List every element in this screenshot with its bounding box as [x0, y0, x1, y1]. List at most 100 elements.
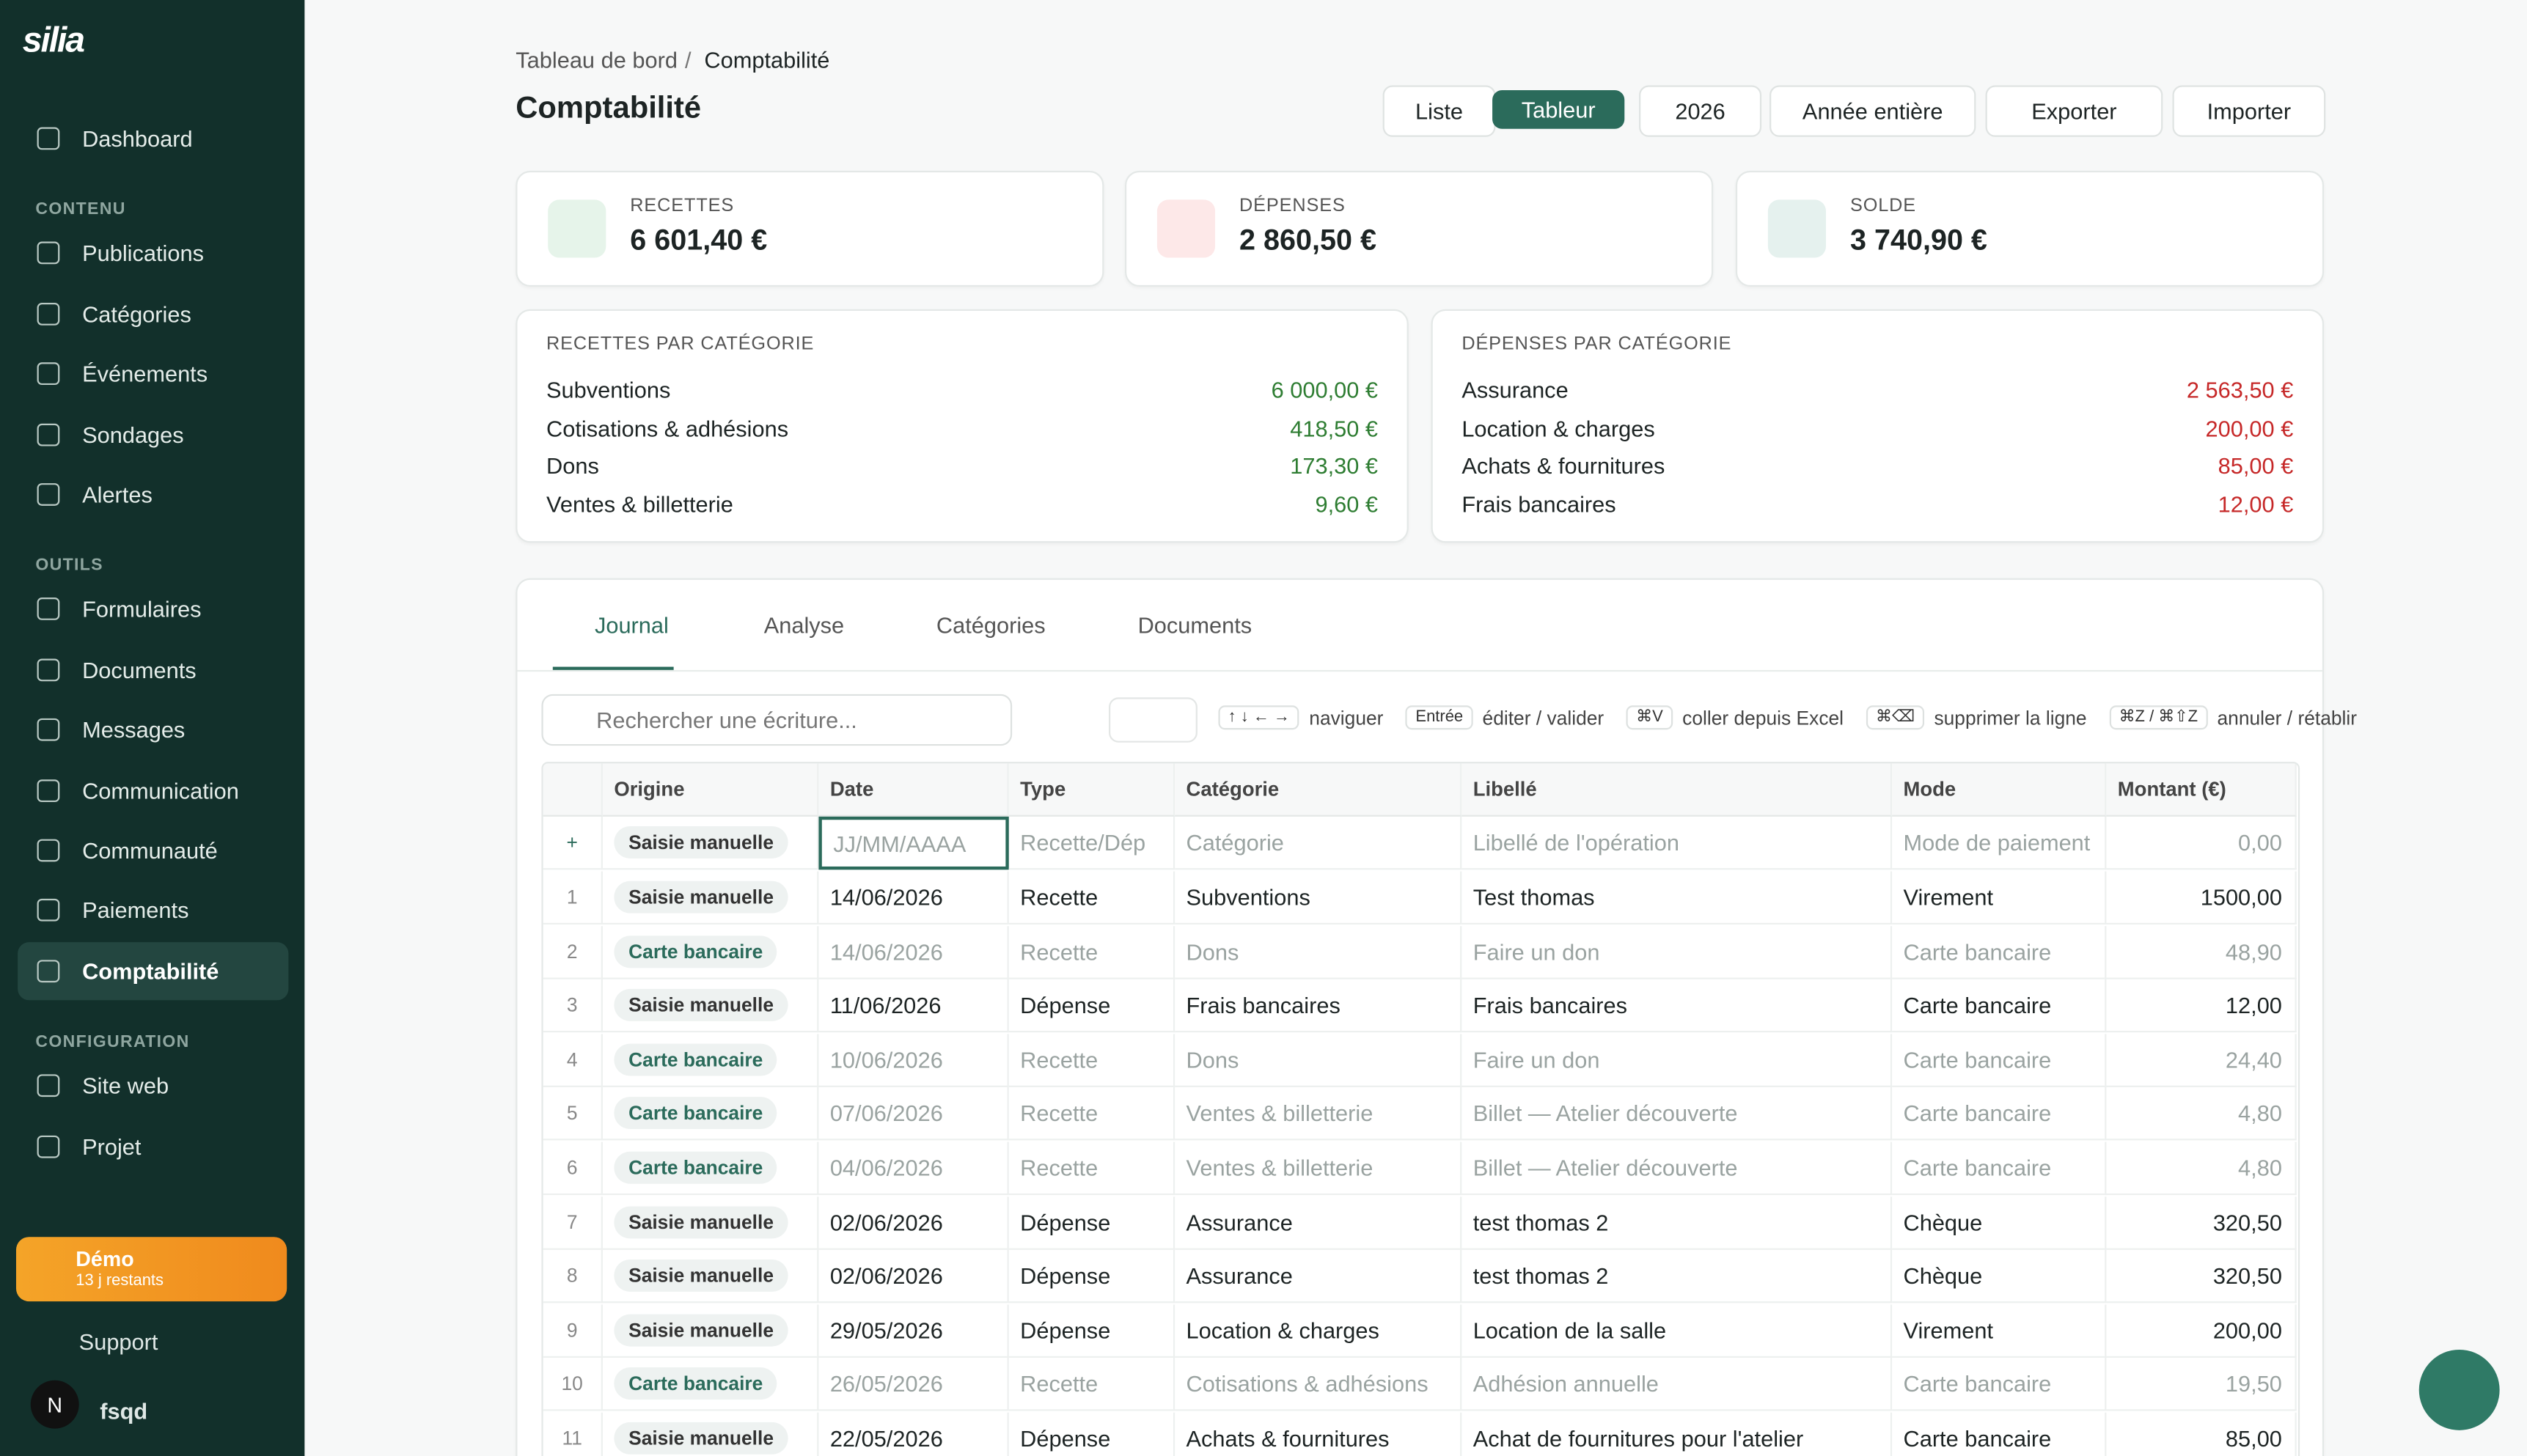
table-cell[interactable]: Dons — [1175, 925, 1462, 979]
nav-item[interactable]: Comptabilité — [18, 941, 289, 1000]
table-cell[interactable]: Carte bancaire — [602, 1033, 819, 1087]
table-cell[interactable]: Carte bancaire — [1892, 1033, 2107, 1087]
table-cell[interactable]: Carte bancaire — [602, 1358, 819, 1412]
header-button[interactable]: Importer — [2172, 85, 2326, 137]
nav-item[interactable]: Site web — [18, 1057, 288, 1115]
table-cell[interactable]: Carte bancaire — [1892, 1141, 2107, 1196]
table-cell[interactable]: Recette/Dép — [1008, 816, 1176, 870]
table-cell[interactable]: test thomas 2 — [1461, 1250, 1893, 1304]
nav-item[interactable]: Documents — [18, 641, 288, 699]
table-cell[interactable]: Saisie manuelle — [602, 979, 819, 1033]
header-button[interactable]: 2026 — [1639, 85, 1762, 137]
tab[interactable]: Journal — [594, 611, 669, 638]
table-cell[interactable]: Saisie manuelle — [602, 1304, 819, 1358]
table-cell[interactable]: Saisie manuelle — [602, 1196, 819, 1249]
table-cell[interactable]: Catégorie — [1175, 816, 1462, 870]
table-cell[interactable]: test thomas 2 — [1461, 1196, 1893, 1249]
table-cell[interactable]: Saisie manuelle — [602, 816, 819, 870]
table-cell[interactable]: Assurance — [1175, 1196, 1462, 1249]
table-cell[interactable]: Carte bancaire — [1892, 1087, 2107, 1141]
table-cell[interactable]: Chèque — [1892, 1250, 2107, 1304]
undo-redo[interactable] — [1109, 697, 1198, 743]
table-cell[interactable]: Dépense — [1009, 1412, 1176, 1456]
table-cell[interactable]: Faire un don — [1461, 925, 1893, 979]
table-cell[interactable]: Assurance — [1175, 1250, 1462, 1304]
tab[interactable]: Catégories — [936, 611, 1046, 638]
table-cell[interactable]: 11/06/2026 — [818, 979, 1009, 1033]
table-cell[interactable]: Recette — [1008, 1033, 1176, 1087]
table-cell[interactable]: Saisie manuelle — [602, 871, 819, 925]
table-cell[interactable]: Dépense — [1008, 1250, 1176, 1304]
table-cell[interactable]: Virement — [1892, 871, 2107, 925]
table-cell[interactable]: Mode de paiement — [1892, 816, 2107, 870]
table-cell[interactable]: 14/06/2026 — [818, 871, 1009, 925]
table-cell[interactable]: Carte bancaire — [602, 925, 819, 979]
table-cell[interactable]: 02/06/2026 — [818, 1250, 1009, 1304]
table-cell[interactable]: Saisie manuelle — [603, 1412, 819, 1456]
table-cell[interactable]: 04/06/2026 — [818, 1141, 1009, 1196]
table-cell[interactable]: Subventions — [1175, 871, 1462, 925]
table-cell[interactable]: Libellé de l'opération — [1461, 816, 1893, 870]
table-cell[interactable]: Cotisations & adhésions — [1175, 1358, 1462, 1412]
nav-item[interactable]: Messages — [18, 701, 288, 759]
header-button[interactable]: Liste — [1382, 85, 1496, 137]
table-cell[interactable]: Carte bancaire — [602, 1141, 819, 1196]
table-cell[interactable]: Recette — [1008, 1141, 1176, 1196]
table-cell[interactable]: Carte bancaire — [602, 1087, 819, 1141]
table-cell[interactable]: 02/06/2026 — [818, 1196, 1009, 1249]
table-cell[interactable]: Ventes & billetterie — [1175, 1141, 1462, 1196]
table-cell[interactable]: Location de la salle — [1461, 1304, 1893, 1358]
table-cell[interactable]: 24,40 — [2106, 1033, 2297, 1087]
table-cell[interactable]: Recette — [1008, 925, 1176, 979]
table-cell[interactable]: Virement — [1892, 1304, 2107, 1358]
table-cell[interactable]: Chèque — [1892, 1196, 2107, 1249]
support[interactable]: Support — [78, 1328, 158, 1355]
nav-item[interactable]: Formulaires — [18, 581, 288, 639]
nav-item[interactable]: Projet — [18, 1117, 288, 1175]
table-cell[interactable]: 19,50 — [2106, 1358, 2297, 1412]
search-box[interactable]: Rechercher une écriture... — [541, 694, 1013, 746]
table-cell[interactable]: 320,50 — [2106, 1196, 2297, 1249]
table-cell[interactable]: 48,90 — [2106, 925, 2297, 979]
table-cell[interactable]: Test thomas — [1461, 871, 1893, 925]
nav-item[interactable]: Événements — [18, 345, 288, 403]
breadcrumb-item[interactable]: Tableau de bord — [516, 46, 678, 73]
table-cell[interactable]: 10/06/2026 — [818, 1033, 1009, 1087]
tab[interactable]: Analyse — [763, 611, 845, 638]
table-cell[interactable]: Carte bancaire — [1892, 925, 2107, 979]
table-cell[interactable]: Frais bancaires — [1461, 979, 1893, 1033]
table-cell[interactable]: Achats & fournitures — [1175, 1412, 1462, 1456]
table-cell[interactable]: Location & charges — [1175, 1304, 1462, 1358]
header-button[interactable]: Exporter — [1985, 85, 2163, 137]
nav-item[interactable]: Catégories — [18, 284, 288, 342]
table-cell[interactable]: 29/05/2026 — [818, 1304, 1009, 1358]
table-cell[interactable]: Ventes & billetterie — [1175, 1087, 1462, 1141]
table-cell[interactable]: Billet — Atelier découverte — [1461, 1087, 1893, 1141]
nav-item[interactable]: Dashboard — [18, 109, 288, 167]
table-cell[interactable]: 320,50 — [2106, 1250, 2297, 1304]
table-cell[interactable]: Billet — Atelier découverte — [1461, 1141, 1893, 1196]
table-cell[interactable]: 0,00 — [2106, 816, 2297, 870]
tab[interactable]: Documents — [1137, 611, 1253, 638]
table-cell[interactable]: Frais bancaires — [1175, 979, 1462, 1033]
nav-item[interactable]: Sondages — [18, 405, 288, 463]
table-cell[interactable]: Carte bancaire — [1892, 1412, 2107, 1456]
table-cell[interactable]: 4,80 — [2106, 1087, 2297, 1141]
table-cell[interactable]: Recette — [1008, 871, 1176, 925]
table-cell[interactable]: Faire un don — [1461, 1033, 1893, 1087]
table-cell[interactable]: Dons — [1175, 1033, 1462, 1087]
chat-button[interactable] — [2418, 1350, 2500, 1430]
table-cell[interactable]: Recette — [1008, 1087, 1176, 1141]
table-cell[interactable]: 14/06/2026 — [818, 925, 1009, 979]
table-cell[interactable]: Carte bancaire — [1892, 1358, 2107, 1412]
nav-item[interactable]: Communauté — [18, 821, 288, 879]
table-cell[interactable]: 22/05/2026 — [818, 1412, 1009, 1456]
table-cell[interactable]: Dépense — [1008, 1196, 1176, 1249]
table-cell[interactable]: 1500,00 — [2106, 871, 2297, 925]
nav-item[interactable]: Paiements — [18, 882, 288, 940]
demo-banner[interactable]: Démo 13 j restants — [15, 1237, 287, 1302]
table-cell[interactable]: Saisie manuelle — [602, 1250, 819, 1304]
table-cell[interactable]: 07/06/2026 — [818, 1087, 1009, 1141]
header-button[interactable]: Tableur — [1492, 90, 1625, 129]
nav-item[interactable]: Publications — [18, 224, 288, 282]
